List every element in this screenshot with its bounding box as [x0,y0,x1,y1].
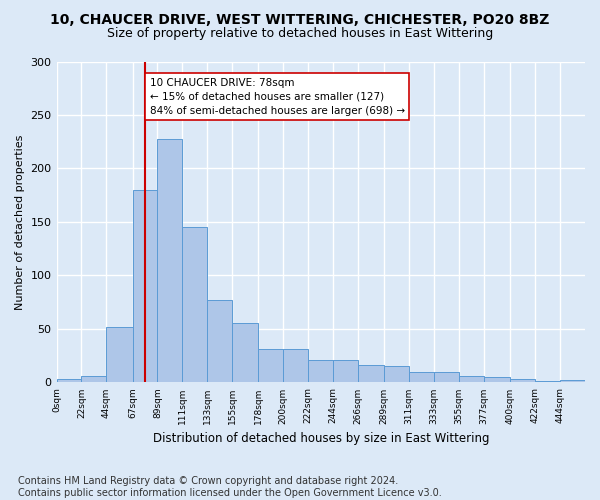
Text: Size of property relative to detached houses in East Wittering: Size of property relative to detached ho… [107,28,493,40]
Bar [409,372,434,382]
Bar [82,376,106,382]
Text: Contains HM Land Registry data © Crown copyright and database right 2024.
Contai: Contains HM Land Registry data © Crown c… [18,476,442,498]
Bar [308,360,333,382]
Text: 10, CHAUCER DRIVE, WEST WITTERING, CHICHESTER, PO20 8BZ: 10, CHAUCER DRIVE, WEST WITTERING, CHICH… [50,12,550,26]
Bar [232,322,259,382]
Bar [106,327,133,382]
Bar [560,380,585,382]
Bar [133,190,157,382]
Bar [434,372,459,382]
Bar [333,360,358,382]
X-axis label: Distribution of detached houses by size in East Wittering: Distribution of detached houses by size … [152,432,489,445]
Bar [56,379,82,382]
Bar [510,379,535,382]
Bar [459,376,484,382]
Bar [384,366,409,382]
Bar [259,350,283,382]
Text: 10 CHAUCER DRIVE: 78sqm
← 15% of detached houses are smaller (127)
84% of semi-d: 10 CHAUCER DRIVE: 78sqm ← 15% of detache… [149,78,404,116]
Bar [358,366,384,382]
Bar [484,377,510,382]
Bar [208,300,232,382]
Bar [283,350,308,382]
Bar [182,228,208,382]
Bar [157,138,182,382]
Y-axis label: Number of detached properties: Number of detached properties [15,134,25,310]
